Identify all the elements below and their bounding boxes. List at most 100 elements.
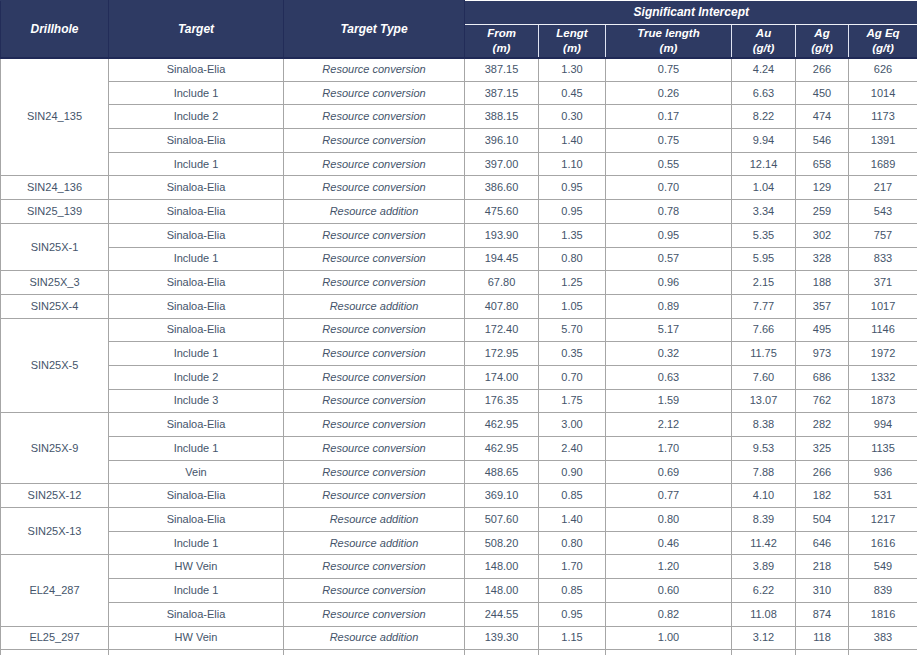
- au-cell: 3.89: [732, 555, 796, 579]
- from-cell: 244.55: [465, 602, 539, 626]
- col-header-length-unit: (m): [539, 41, 605, 56]
- from-cell: 172.40: [465, 318, 539, 342]
- length-cell: 5.70: [539, 318, 606, 342]
- col-header-from: From (m): [465, 25, 539, 58]
- ag-eq-cell: 1972: [849, 342, 917, 366]
- from-cell: 174.00: [465, 365, 539, 389]
- empty-cell: [465, 650, 539, 655]
- type-cell: Resource addition: [284, 626, 465, 650]
- from-cell: 508.20: [465, 531, 539, 555]
- col-header-ag-eq: Ag Eq (g/t): [849, 25, 917, 58]
- table-row-partial: [1, 650, 917, 655]
- col-header-au-unit: (g/t): [732, 41, 795, 56]
- from-cell: 387.15: [465, 58, 539, 82]
- au-cell: 7.66: [732, 318, 796, 342]
- length-cell: 1.40: [539, 129, 606, 153]
- target-cell: Include 2: [109, 365, 284, 389]
- col-header-ag-unit: (g/t): [796, 41, 848, 56]
- ag-eq-cell: 1135: [849, 437, 917, 461]
- from-cell: 507.60: [465, 508, 539, 532]
- true-length-cell: 0.57: [606, 247, 732, 271]
- from-cell: 176.35: [465, 389, 539, 413]
- type-cell: Resource conversion: [284, 389, 465, 413]
- col-header-from-unit: (m): [465, 41, 538, 56]
- length-cell: 0.80: [539, 247, 606, 271]
- ag-eq-cell: 936: [849, 460, 917, 484]
- ag-eq-cell: 543: [849, 200, 917, 224]
- table-body: SIN24_135Sinaloa-EliaResource conversion…: [1, 58, 917, 655]
- drillhole-cell: SIN25_139: [1, 200, 109, 224]
- ag-cell: 302: [796, 223, 849, 247]
- ag-eq-cell: 1332: [849, 365, 917, 389]
- drillhole-cell: SIN25X-1: [1, 223, 109, 270]
- length-cell: 0.35: [539, 342, 606, 366]
- from-cell: 172.95: [465, 342, 539, 366]
- length-cell: 0.95: [539, 176, 606, 200]
- au-cell: 2.15: [732, 271, 796, 295]
- true-length-cell: 1.00: [606, 626, 732, 650]
- from-cell: 67.80: [465, 271, 539, 295]
- ag-eq-cell: 217: [849, 176, 917, 200]
- au-cell: 6.22: [732, 579, 796, 603]
- drillhole-cell: SIN25X_3: [1, 271, 109, 295]
- col-header-from-label: From: [465, 26, 538, 41]
- ag-cell: 266: [796, 460, 849, 484]
- au-cell: 8.39: [732, 508, 796, 532]
- table-row: Include 2Resource conversion174.000.700.…: [1, 365, 917, 389]
- au-cell: 3.34: [732, 200, 796, 224]
- type-cell: Resource addition: [284, 294, 465, 318]
- type-cell: Resource addition: [284, 200, 465, 224]
- true-length-cell: 0.75: [606, 58, 732, 82]
- ag-cell: 357: [796, 294, 849, 318]
- type-cell: Resource addition: [284, 531, 465, 555]
- ag-eq-cell: 371: [849, 271, 917, 295]
- table-row: Include 1Resource conversion462.952.401.…: [1, 437, 917, 461]
- empty-cell: [849, 650, 917, 655]
- ag-cell: 874: [796, 602, 849, 626]
- length-cell: 1.40: [539, 508, 606, 532]
- drillhole-cell: SIN25X-5: [1, 318, 109, 413]
- col-header-true-length-unit: (m): [606, 41, 731, 56]
- au-cell: 7.88: [732, 460, 796, 484]
- length-cell: 0.45: [539, 81, 606, 105]
- empty-cell: [539, 650, 606, 655]
- true-length-cell: 0.63: [606, 365, 732, 389]
- target-cell: HW Vein: [109, 626, 284, 650]
- ag-cell: 686: [796, 365, 849, 389]
- ag-cell: 266: [796, 58, 849, 82]
- from-cell: 386.60: [465, 176, 539, 200]
- true-length-cell: 0.46: [606, 531, 732, 555]
- empty-cell: [1, 650, 109, 655]
- true-length-cell: 0.55: [606, 152, 732, 176]
- ag-eq-cell: 1017: [849, 294, 917, 318]
- target-cell: Sinaloa-Elia: [109, 484, 284, 508]
- header-row-group: Drillhole Target Target Type Significant…: [1, 1, 917, 25]
- ag-eq-cell: 833: [849, 247, 917, 271]
- length-cell: 1.05: [539, 294, 606, 318]
- col-header-ag-label: Ag: [796, 26, 848, 41]
- au-cell: 9.53: [732, 437, 796, 461]
- au-cell: 4.10: [732, 484, 796, 508]
- ag-eq-cell: 383: [849, 626, 917, 650]
- au-cell: 11.75: [732, 342, 796, 366]
- true-length-cell: 0.77: [606, 484, 732, 508]
- length-cell: 3.00: [539, 413, 606, 437]
- ag-cell: 658: [796, 152, 849, 176]
- table-row: VeinResource conversion488.650.900.697.8…: [1, 460, 917, 484]
- drillhole-cell: SIN25X-4: [1, 294, 109, 318]
- table-row: SIN25X_3Sinaloa-EliaResource conversion6…: [1, 271, 917, 295]
- from-cell: 396.10: [465, 129, 539, 153]
- ag-cell: 282: [796, 413, 849, 437]
- true-length-cell: 0.96: [606, 271, 732, 295]
- target-cell: Sinaloa-Elia: [109, 58, 284, 82]
- au-cell: 13.07: [732, 389, 796, 413]
- table-row: SIN25X-9Sinaloa-EliaResource conversion4…: [1, 413, 917, 437]
- au-cell: 11.08: [732, 602, 796, 626]
- true-length-cell: 0.60: [606, 579, 732, 603]
- length-cell: 0.95: [539, 602, 606, 626]
- au-cell: 4.24: [732, 58, 796, 82]
- ag-eq-cell: 1173: [849, 105, 917, 129]
- type-cell: Resource conversion: [284, 129, 465, 153]
- col-header-true-length: True length (m): [606, 25, 732, 58]
- target-cell: Include 1: [109, 81, 284, 105]
